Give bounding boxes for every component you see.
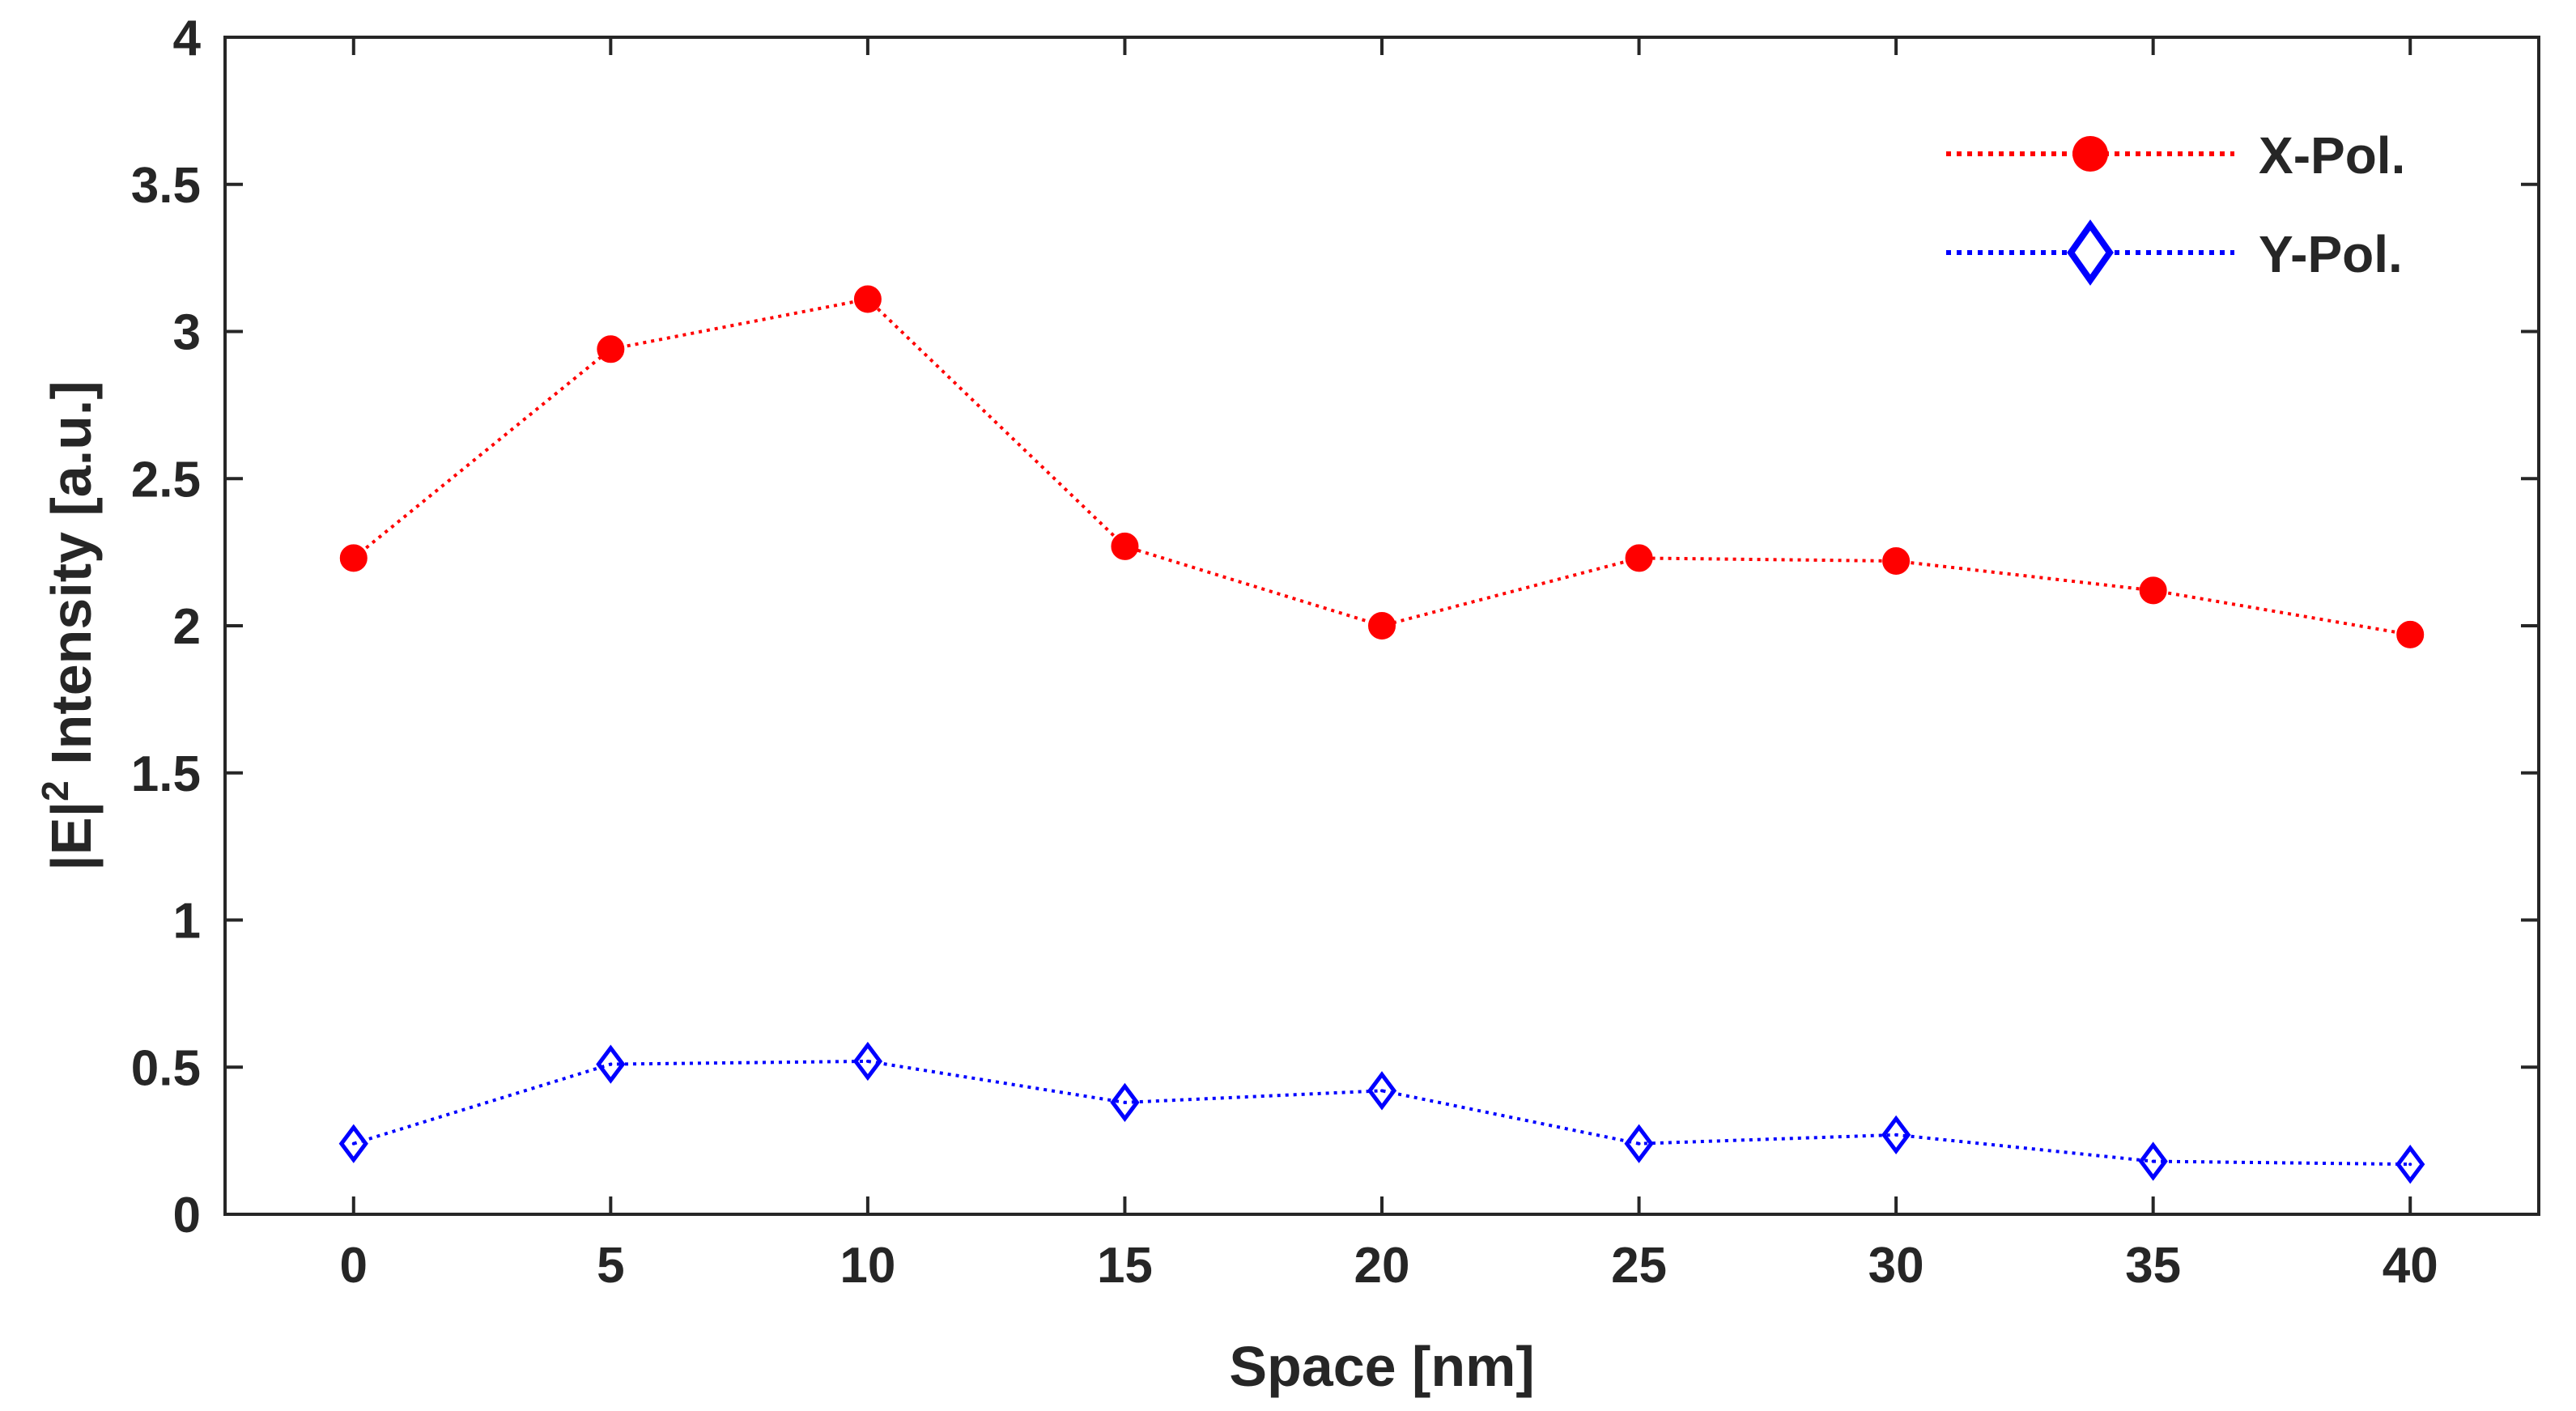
x-tick-label: 20: [1354, 1238, 1410, 1294]
data-point: [1367, 1071, 1397, 1111]
legend-marker-y-pol: [2067, 219, 2114, 286]
data-point: [596, 1044, 626, 1084]
plot-frame: [223, 36, 2540, 1216]
x-tick-label: 40: [2383, 1238, 2438, 1294]
legend-marker-x-pol: [2072, 136, 2108, 172]
data-point-center: [609, 1062, 613, 1066]
y-tick-label: 1: [173, 894, 201, 950]
data-point-center: [1894, 1133, 1898, 1137]
series-layer: [338, 285, 2425, 1184]
series-1: [338, 1041, 2425, 1184]
data-point: [852, 1041, 883, 1082]
x-tick-label: 0: [340, 1238, 368, 1294]
data-point: [2396, 620, 2425, 648]
x-axis-label: Space [nm]: [1229, 1335, 1534, 1398]
y-axis-label-suffix: Intensity [a.u.]: [40, 380, 103, 780]
y-tick-label: 4: [173, 11, 202, 66]
data-point: [1882, 547, 1911, 576]
y-tick-label: 1.5: [131, 746, 201, 802]
x-tick-label: 10: [840, 1238, 895, 1294]
data-point-center: [1123, 1100, 1127, 1104]
y-axis-label-prefix: |E|: [40, 801, 104, 871]
legend-entry-y-pol: Y-Pol.: [1946, 219, 2403, 286]
data-point: [1625, 544, 1653, 572]
legend: X-Pol. Y-Pol.: [1946, 126, 2405, 286]
data-point: [1368, 612, 1396, 640]
data-point: [597, 335, 625, 363]
tick-labels: 0 5 10 15 20 25 30 35 40 0 0.5 1 1.5 2 2.5 3 3.5 4: [131, 11, 2438, 1294]
data-point-center: [2408, 1162, 2412, 1167]
y-tick-label: 2.5: [131, 452, 201, 508]
x-tick-label: 25: [1611, 1238, 1667, 1294]
data-point-center: [2151, 1159, 2155, 1163]
data-point: [853, 285, 882, 313]
y-tick-label: 2: [173, 599, 201, 655]
data-point: [2138, 1141, 2168, 1181]
y-axis-label-superscript: 2: [34, 780, 76, 801]
x-tick-label: 5: [597, 1238, 624, 1294]
y-tick-label: 0: [173, 1188, 201, 1243]
data-point: [2139, 576, 2167, 605]
x-tick-label: 30: [1868, 1238, 1924, 1294]
data-point-center: [1637, 1141, 1641, 1145]
axis-ticks: [225, 36, 2539, 1216]
x-tick-label: 15: [1097, 1238, 1153, 1294]
data-point-center: [865, 1059, 869, 1063]
y-tick-label: 0.5: [131, 1040, 201, 1096]
data-point: [1110, 1082, 1140, 1123]
y-tick-label: 3: [173, 305, 201, 361]
legend-label-x-pol: X-Pol.: [2259, 126, 2405, 185]
x-tick-label: 35: [2125, 1238, 2181, 1294]
y-tick-label: 3.5: [131, 158, 201, 214]
data-point: [2395, 1145, 2425, 1184]
y-axis-label: |E|2 Intensity [a.u.]: [34, 380, 104, 870]
legend-label-y-pol: Y-Pol.: [2259, 225, 2403, 283]
data-point: [338, 1124, 368, 1163]
data-point: [1881, 1115, 1911, 1155]
data-point: [1111, 532, 1139, 560]
data-point: [339, 544, 368, 572]
data-point-center: [351, 1141, 355, 1145]
data-point-center: [1380, 1089, 1384, 1093]
data-point: [1624, 1124, 1654, 1163]
series-0: [339, 285, 2425, 648]
legend-entry-x-pol: X-Pol.: [1946, 126, 2405, 185]
